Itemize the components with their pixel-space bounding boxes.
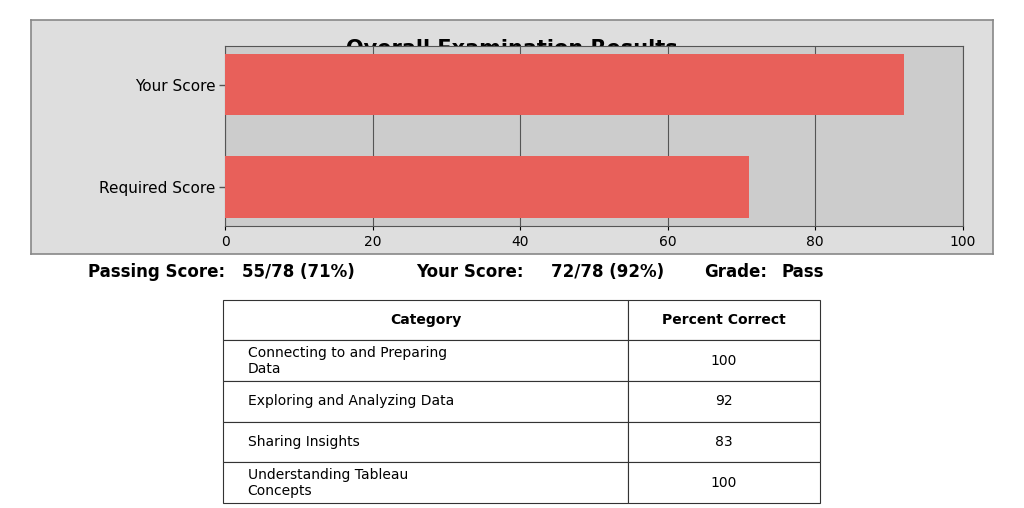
Text: Passing Score:: Passing Score: <box>88 263 225 281</box>
Text: 72/78 (92%): 72/78 (92%) <box>551 263 664 281</box>
Text: 55/78 (71%): 55/78 (71%) <box>243 263 355 281</box>
Bar <box>225 156 749 218</box>
Text: Grade:: Grade: <box>705 263 768 281</box>
Bar <box>225 54 903 115</box>
Text: Pass: Pass <box>781 263 824 281</box>
Text: Overall Examination Results: Overall Examination Results <box>346 39 678 59</box>
Text: Your Score:: Your Score: <box>416 263 523 281</box>
